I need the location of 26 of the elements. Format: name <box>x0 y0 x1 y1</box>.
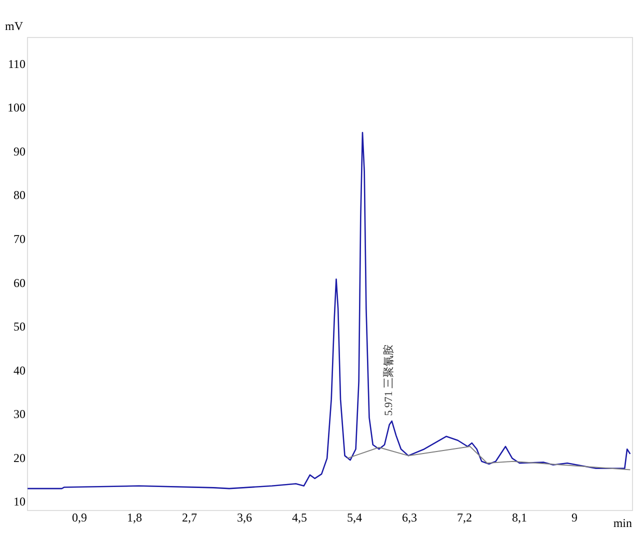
y-tick-label: 20 <box>14 450 26 465</box>
x-tick-label: 7,2 <box>456 510 472 524</box>
x-tick-label: 3,6 <box>236 510 252 524</box>
y-tick-label: 60 <box>14 276 26 290</box>
x-axis-title: min <box>613 516 632 530</box>
y-tick-label: 70 <box>14 232 26 246</box>
y-tick-label: 10 <box>14 494 26 509</box>
x-tick-label: 6,3 <box>402 510 417 524</box>
line-series <box>346 446 631 470</box>
y-tick-label: 30 <box>14 407 26 422</box>
x-tick-label: 4,5 <box>292 510 307 524</box>
x-tick-label: 0,9 <box>72 510 87 524</box>
line-series <box>27 132 631 490</box>
y-tick-label: 100 <box>8 100 26 115</box>
y-axis-title: mV <box>5 19 24 33</box>
x-tick-label: 5,4 <box>346 510 362 524</box>
y-tick-label: 80 <box>14 188 26 202</box>
y-tick-label: 110 <box>8 56 26 71</box>
x-tick-label: 8,1 <box>512 510 527 524</box>
y-tick-label: 50 <box>14 320 26 334</box>
x-tick-label: 1,8 <box>126 510 142 524</box>
x-tick-label: 2,7 <box>182 510 197 524</box>
annotation: 5.971 三聚氰胺 <box>382 344 395 416</box>
x-tick-label: 9 <box>571 510 578 524</box>
y-tick-label: 90 <box>14 144 26 158</box>
y-tick-label: 40 <box>14 363 26 378</box>
